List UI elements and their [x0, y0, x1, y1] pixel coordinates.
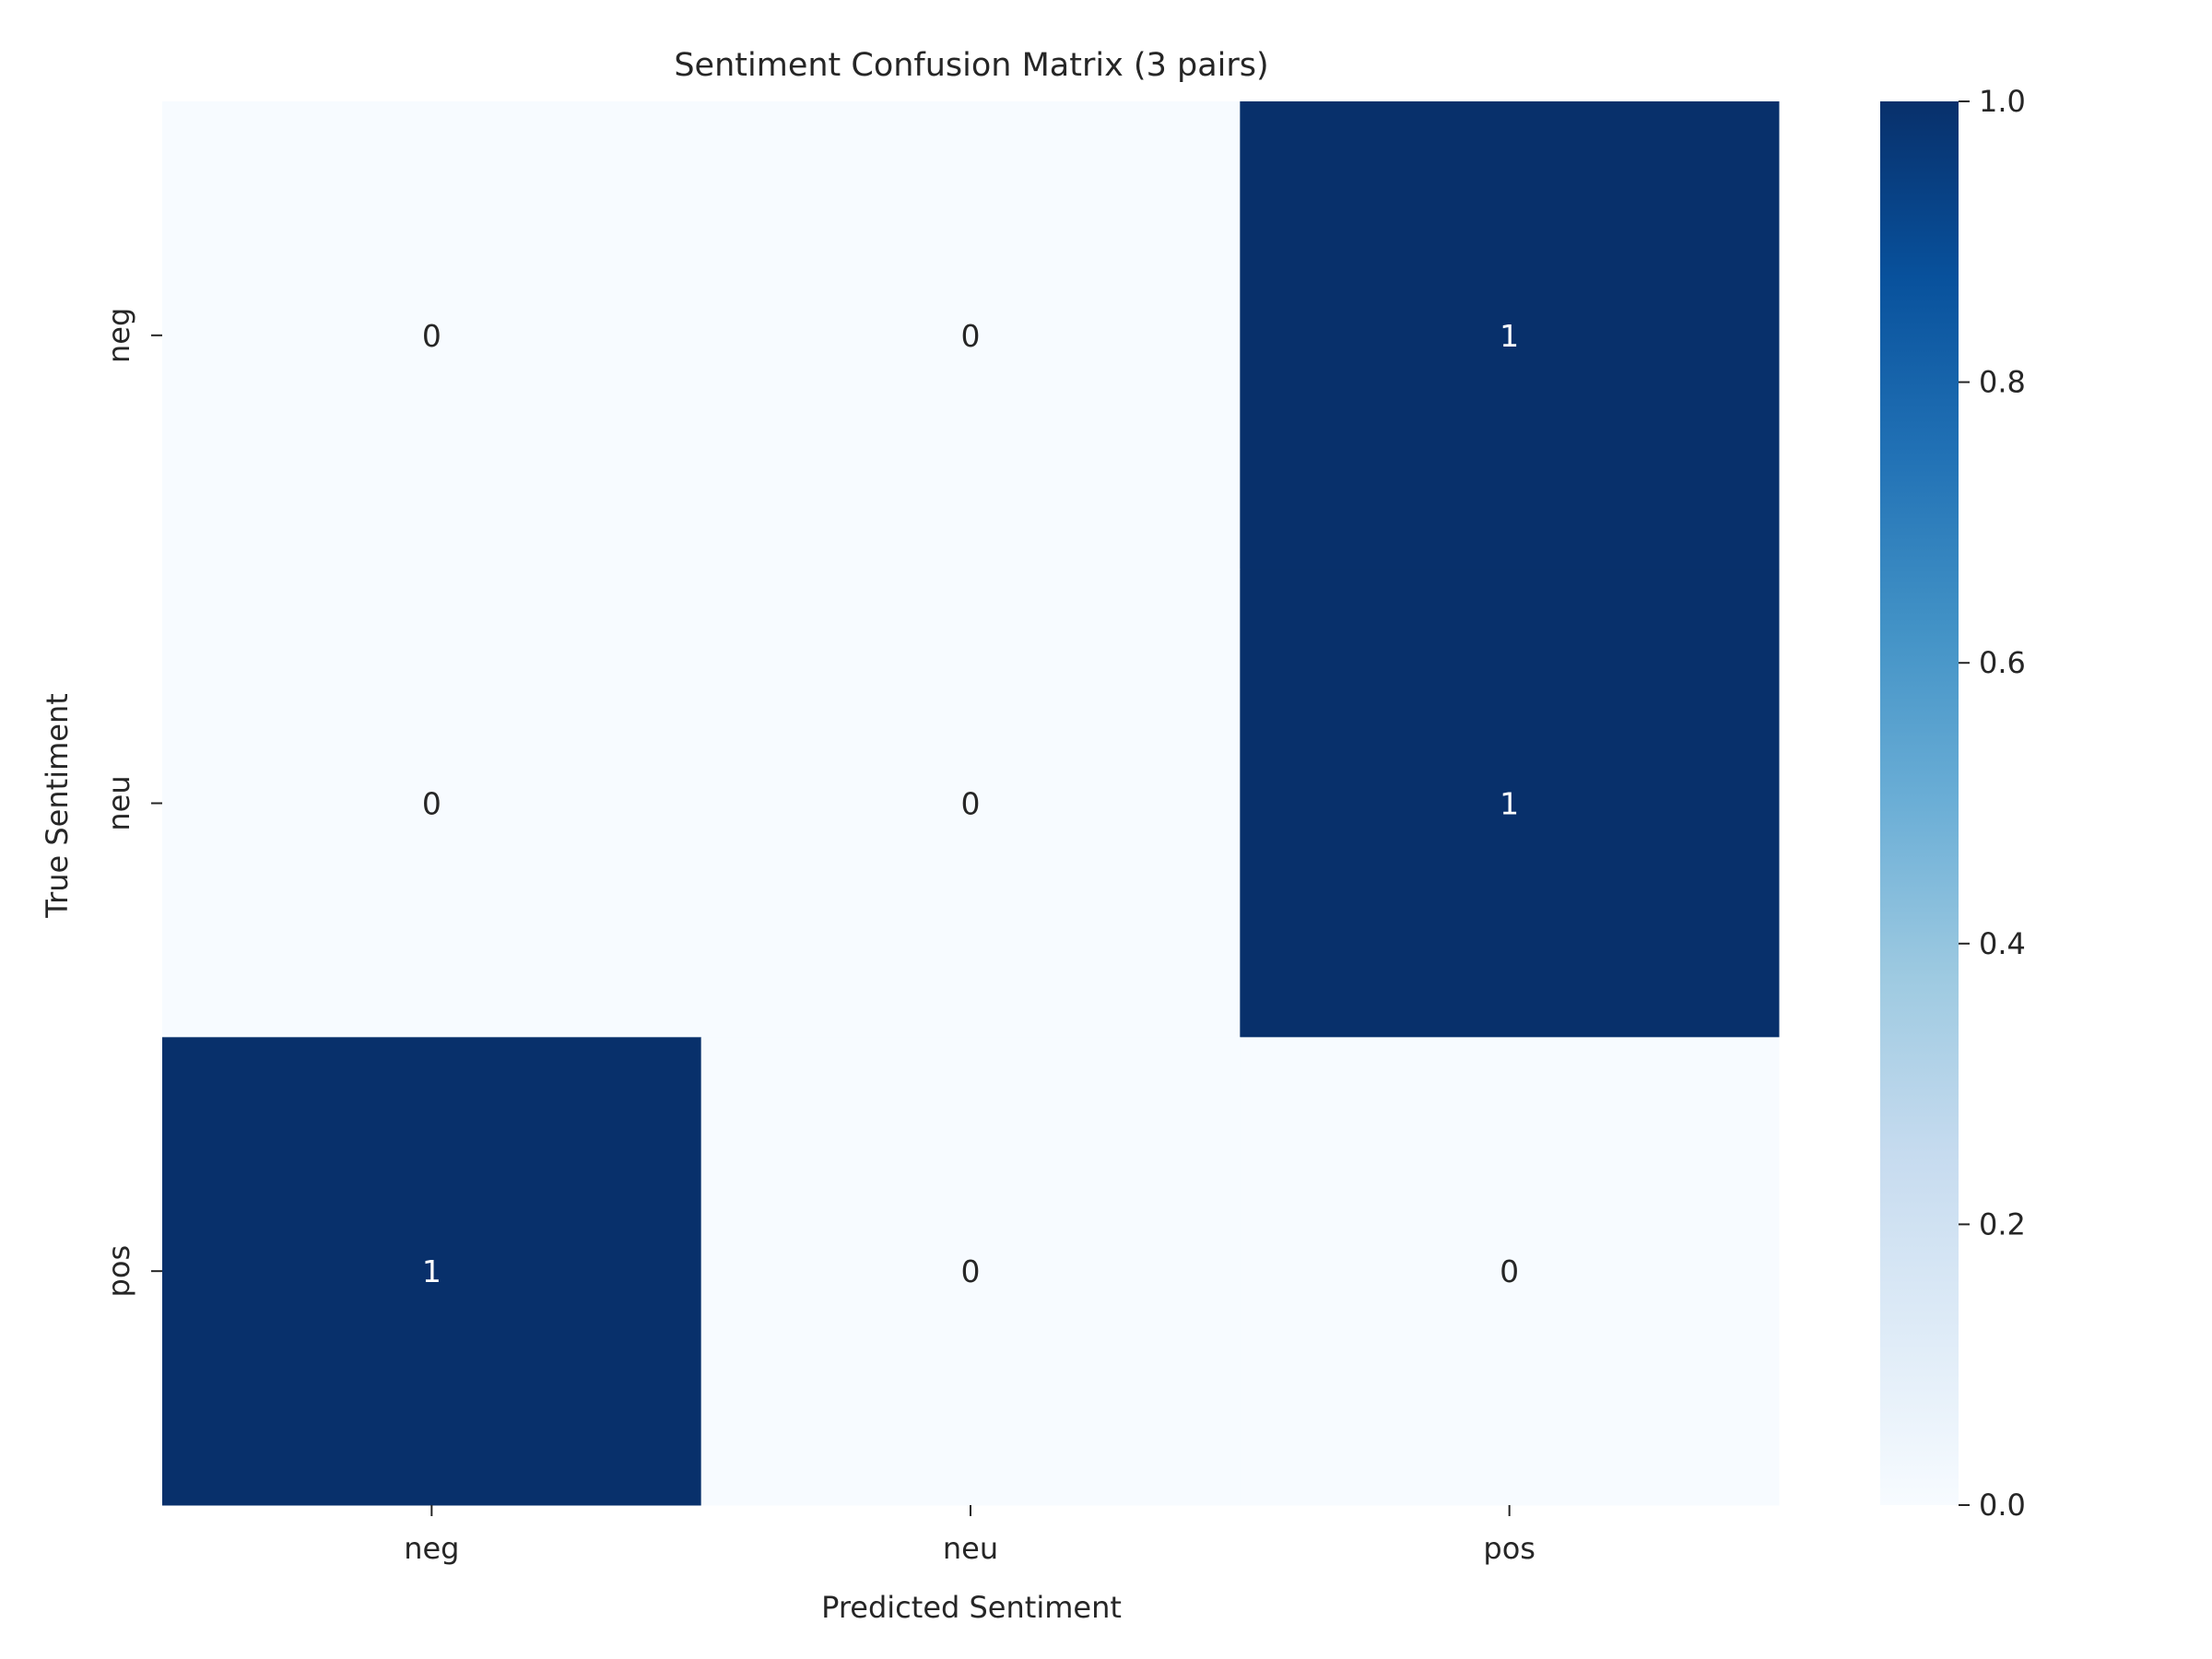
heatmap-cell	[700, 569, 1241, 1038]
cell-value-label: 0	[961, 786, 981, 822]
y-tick-label: pos	[101, 1245, 136, 1298]
x-tick-label: neg	[404, 1531, 459, 1566]
heatmap-cell	[700, 1037, 1241, 1506]
chart-title: Sentiment Confusion Matrix (3 pairs)	[674, 47, 1268, 84]
cell-value-label: 1	[422, 1253, 441, 1289]
cell-value-label: 0	[422, 318, 441, 354]
heatmap-cells	[162, 101, 1780, 1506]
y-tick-label: neg	[101, 308, 136, 363]
cell-value-label: 0	[422, 786, 441, 822]
colorbar-tick-label: 1.0	[1979, 84, 2026, 119]
heatmap-cell	[162, 1037, 702, 1506]
colorbar-tick-label: 0.8	[1979, 365, 2026, 400]
cell-value-label: 1	[1500, 786, 1519, 822]
y-tick-label: neu	[101, 775, 136, 830]
colorbar-tick-label: 0.6	[1979, 645, 2026, 680]
y-axis-label: True Sentiment	[40, 693, 75, 919]
heatmap-cell	[1240, 569, 1780, 1038]
colorbar-tick-label: 0.2	[1979, 1206, 2026, 1241]
colorbar-ticks: 0.0 0.2 0.4 0.6 0.8 1.0	[1959, 84, 2026, 1523]
colorbar-tick-label: 0.0	[1979, 1488, 2026, 1523]
heatmap-cell	[162, 569, 702, 1038]
x-axis: neg neu pos	[404, 1505, 1535, 1566]
heatmap-cell	[700, 101, 1241, 571]
cell-value-label: 0	[1500, 1253, 1519, 1289]
colorbar	[1880, 101, 1959, 1505]
x-tick-label: neu	[943, 1531, 998, 1566]
cell-value-label: 1	[1500, 318, 1519, 354]
heatmap-cell-labels: 0 0 1 0 0 1 1 0 0	[422, 318, 1519, 1289]
heatmap-cell	[1240, 1037, 1780, 1506]
x-tick-label: pos	[1483, 1531, 1535, 1566]
heatmap-cell	[162, 101, 702, 571]
x-axis-label: Predicted Sentiment	[821, 1590, 1122, 1625]
y-axis: neg neu pos	[101, 308, 162, 1298]
cell-value-label: 0	[961, 318, 981, 354]
colorbar-tick-label: 0.4	[1979, 926, 2026, 961]
heatmap-cell	[1240, 101, 1780, 571]
cell-value-label: 0	[961, 1253, 981, 1289]
